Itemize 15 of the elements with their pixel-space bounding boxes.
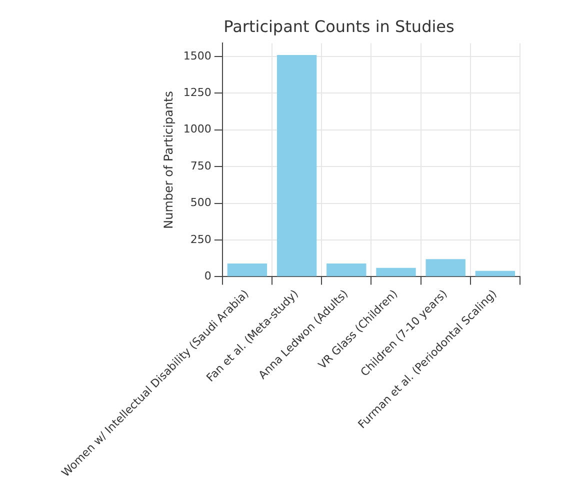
bar	[227, 263, 268, 276]
y-tick-label: 750	[190, 159, 212, 172]
y-tick-label: 1000	[183, 122, 212, 136]
y-tick-label: 1250	[183, 86, 212, 99]
chart-title: Participant Counts in Studies	[224, 16, 454, 36]
bar	[376, 268, 416, 276]
bar	[326, 263, 366, 276]
y-tick-label: 500	[190, 196, 212, 210]
bar	[426, 259, 466, 276]
y-tick-label: 0	[204, 270, 212, 283]
y-axis-title: Number of Participants	[161, 91, 176, 229]
bar	[475, 270, 516, 276]
y-tick-label: 250	[190, 232, 212, 246]
y-tick-label: 1500	[183, 49, 212, 62]
bar	[276, 54, 317, 276]
